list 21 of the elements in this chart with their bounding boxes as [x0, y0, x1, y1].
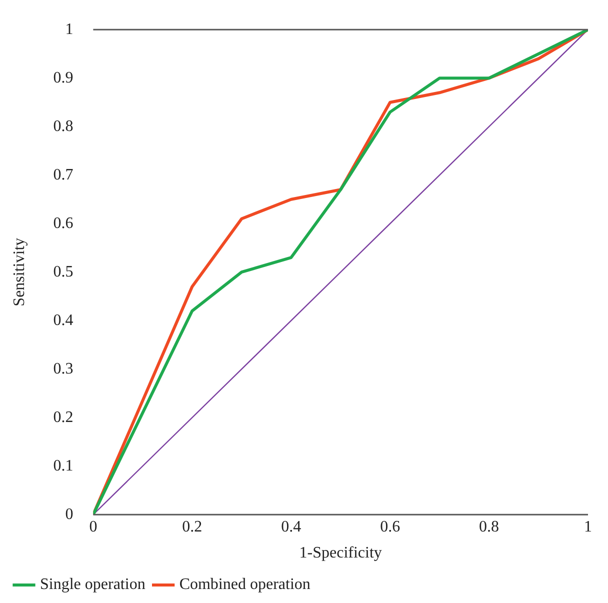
y-tick-label: 0.5 [53, 263, 74, 280]
x-tick-label: 0.2 [182, 518, 202, 536]
x-tick-label: 1 [584, 518, 592, 536]
y-tick-label: 0.1 [53, 457, 74, 474]
x-tick-label: 0 [89, 518, 98, 536]
y-tick-label: 0.2 [53, 408, 74, 426]
y-axis-title: Sensitivity [10, 238, 28, 306]
x-tick-label: 0.4 [281, 518, 302, 536]
x-axis-title: 1-Specificity [299, 544, 382, 562]
y-tick-label: 0.4 [53, 312, 74, 329]
y-tick-label: 0.3 [53, 360, 74, 378]
legend-label: Combined operation [179, 576, 310, 594]
x-tick-label: 0.6 [380, 518, 400, 536]
y-tick-label: 0.8 [53, 118, 74, 135]
y-tick-label: 0.7 [53, 166, 74, 184]
y-tick-label: 0.6 [53, 214, 74, 232]
legend-label: Single operation [40, 576, 146, 594]
y-tick-label: 1 [65, 20, 74, 38]
x-tick-label: 0.8 [479, 518, 500, 536]
y-tick-label: 0.9 [53, 69, 74, 86]
y-tick-label: 0 [65, 506, 74, 523]
